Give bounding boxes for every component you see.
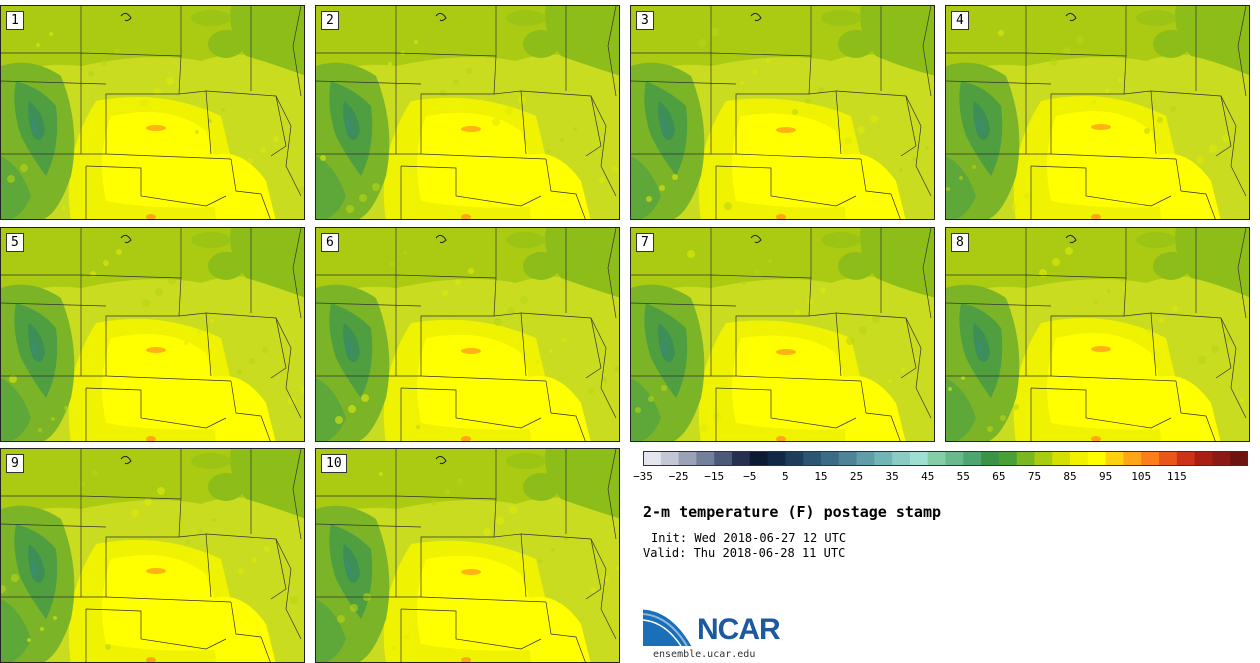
member-map-panel: 2 <box>315 5 620 220</box>
temperature-colorbar <box>643 451 1248 466</box>
chart-title: 2-m temperature (F) postage stamp <box>643 503 942 521</box>
colorbar-tick-label: 45 <box>921 470 935 483</box>
member-number-label: 6 <box>321 233 339 252</box>
colorbar-segment <box>1034 451 1053 466</box>
colorbar-segment <box>1159 451 1178 466</box>
colorbar-tick-label: 85 <box>1063 470 1077 483</box>
colorbar-tick-label: −35 <box>633 470 653 483</box>
colorbar-segment <box>767 451 786 466</box>
member-map <box>946 228 1249 441</box>
member-number-label: 1 <box>6 11 24 30</box>
colorbar-segment <box>1087 451 1107 466</box>
member-map <box>316 6 619 219</box>
colorbar-segment <box>785 451 804 466</box>
colorbar-segment <box>945 451 964 466</box>
member-map-panel: 9 <box>0 448 305 663</box>
member-number-label: 9 <box>6 454 24 473</box>
colorbar-segment <box>892 451 911 466</box>
valid-time: Valid: Thu 2018-06-28 11 UTC <box>643 546 846 560</box>
member-map <box>946 6 1249 219</box>
colorbar-tick-label: 95 <box>1099 470 1113 483</box>
member-number-label: 4 <box>951 11 969 30</box>
colorbar-segment <box>1141 451 1160 466</box>
ensemble-url: ensemble.ucar.edu <box>653 649 756 660</box>
colorbar-segment <box>909 451 929 466</box>
member-map-panel: 5 <box>0 227 305 442</box>
member-map <box>1 449 304 662</box>
member-map-panel: 3 <box>630 5 935 220</box>
colorbar-segment <box>1105 451 1124 466</box>
colorbar-segment <box>1070 451 1089 466</box>
member-number-label: 3 <box>636 11 654 30</box>
colorbar-segment <box>981 451 1000 466</box>
colorbar-segment <box>1212 451 1231 466</box>
member-number-label: 7 <box>636 233 654 252</box>
ncar-logo-icon <box>643 606 695 647</box>
colorbar-tick-label: 65 <box>992 470 1006 483</box>
colorbar-tick-label: −15 <box>704 470 725 483</box>
colorbar-segment <box>749 451 769 466</box>
colorbar-tick-label: 105 <box>1131 470 1152 483</box>
colorbar-tick-label: 115 <box>1166 470 1187 483</box>
colorbar-segment <box>1230 451 1248 466</box>
colorbar-segment <box>1052 451 1071 466</box>
member-map-panel: 6 <box>315 227 620 442</box>
colorbar-segment <box>820 451 840 466</box>
colorbar-segment <box>838 451 858 466</box>
member-map-panel: 1 <box>0 5 305 220</box>
colorbar-tick-label: 35 <box>885 470 899 483</box>
colorbar-segment <box>731 451 751 466</box>
colorbar-tick-label: −25 <box>668 470 689 483</box>
member-map-panel: 4 <box>945 5 1250 220</box>
colorbar-segment <box>660 451 680 466</box>
init-time: Init: Wed 2018-06-27 12 UTC <box>651 531 847 545</box>
member-map <box>1 6 304 219</box>
colorbar-segment <box>803 451 822 466</box>
colorbar-segment <box>874 451 893 466</box>
member-map <box>316 228 619 441</box>
colorbar-segment <box>678 451 697 466</box>
colorbar-tick-label: 5 <box>782 470 789 483</box>
member-map <box>316 449 619 662</box>
member-map <box>631 6 934 219</box>
colorbar-segment <box>963 451 982 466</box>
member-map-panel: 10 <box>315 448 620 663</box>
member-number-label: 2 <box>321 11 339 30</box>
colorbar-segment <box>1016 451 1035 466</box>
member-number-label: 5 <box>6 233 24 252</box>
colorbar-tick-label: −5 <box>743 470 757 483</box>
member-map-panel: 7 <box>630 227 935 442</box>
member-map <box>631 228 934 441</box>
colorbar-segment <box>1123 451 1142 466</box>
colorbar-segment <box>714 451 733 466</box>
colorbar-segment <box>643 451 662 466</box>
colorbar-tick-label: 25 <box>849 470 864 483</box>
ncar-logo-text: NCAR <box>697 613 781 646</box>
member-number-label: 8 <box>951 233 969 252</box>
colorbar-segment <box>1176 451 1196 466</box>
member-map <box>1 228 304 441</box>
colorbar-tick-labels: −35 −25 −15 −5 5 15 25 35 45 55 65 75 85 95 105 115 <box>633 470 1260 486</box>
colorbar-segment <box>856 451 875 466</box>
colorbar-segment <box>1194 451 1213 466</box>
colorbar-tick-label: 55 <box>956 470 970 483</box>
colorbar-tick-label: 15 <box>814 470 828 483</box>
member-map-panel: 8 <box>945 227 1250 442</box>
colorbar-segment <box>927 451 946 466</box>
colorbar-segment <box>998 451 1018 466</box>
colorbar-tick-label: 75 <box>1027 470 1042 483</box>
colorbar-segment <box>696 451 715 466</box>
member-number-label: 10 <box>321 454 347 473</box>
